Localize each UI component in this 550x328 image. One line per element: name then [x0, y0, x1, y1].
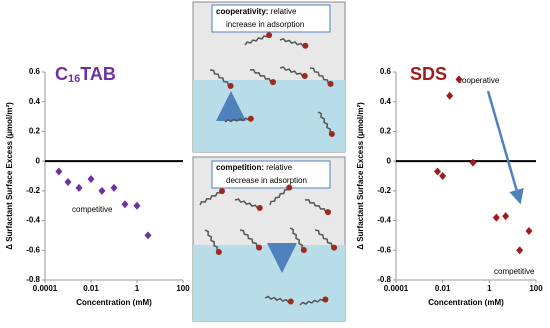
point: [55, 167, 63, 176]
point: [492, 213, 500, 222]
x-tick-label: 0.0001: [384, 284, 409, 293]
y-tick-label: -0.8: [26, 275, 40, 284]
point: [133, 201, 141, 210]
x-tick-label: 100: [176, 284, 190, 293]
y-tick-label: 0: [36, 156, 41, 165]
water-bottom: [193, 245, 345, 321]
chart-title: SDS: [410, 64, 447, 84]
x-tick-label: 0.0001: [33, 284, 58, 293]
point: [469, 158, 477, 167]
point: [75, 183, 83, 192]
y-tick-label: -0.6: [377, 245, 391, 254]
point: [64, 177, 72, 186]
x-tick-label: 100: [529, 284, 543, 293]
y-axis-label: Δ Surfactant Surface Excess (μmol/m²): [5, 102, 14, 250]
y-axis-label: Δ Surfactant Surface Excess (μmol/m²): [356, 102, 365, 250]
point: [87, 174, 95, 183]
label-box: [211, 4, 331, 33]
x-tick-label: 1: [135, 284, 140, 293]
y-tick-label: -0.4: [377, 216, 391, 225]
x-axis-label: Concentration (mM): [428, 298, 504, 307]
point: [516, 246, 524, 255]
diagram: cooperativity: relative increase in adso…: [192, 1, 346, 322]
y-tick-label: 0.2: [380, 127, 392, 136]
title-part: C: [55, 64, 68, 84]
y-tick-label: 0.2: [29, 127, 41, 136]
title-part: TAB: [80, 64, 116, 84]
title-part: SDS: [410, 64, 447, 84]
water-top: [193, 80, 345, 152]
point: [433, 167, 441, 176]
chart-title: C16TAB: [55, 64, 116, 85]
point: [525, 226, 533, 235]
panel-label: competition: relative: [216, 163, 293, 172]
y-tick-label: -0.8: [377, 275, 391, 284]
annotation-arrow: [486, 90, 524, 205]
annotation: competitive: [494, 267, 535, 276]
chart: 0.6 0.4 0.2 0 -0.2 -0.4 -0.6 -0.80.0001 0.01 1 100…: [356, 64, 543, 307]
point: [121, 200, 129, 209]
y-tick-label: 0: [387, 156, 392, 165]
point: [144, 231, 152, 240]
panel-label: increase in adsorption: [226, 20, 304, 29]
y-tick-label: 0.6: [380, 67, 392, 76]
y-tick-label: -0.4: [26, 216, 40, 225]
point: [455, 75, 463, 84]
x-tick-label: 0.01: [83, 284, 99, 293]
point: [98, 186, 106, 195]
y-tick-label: 0.4: [29, 97, 41, 106]
panel-label: cooperativity: relative: [216, 7, 297, 16]
x-tick-label: 0.01: [435, 284, 451, 293]
x-axis-label: Concentration (mM): [76, 298, 152, 307]
y-tick-label: 0.4: [380, 97, 392, 106]
chart: 0.6 0.4 0.2 0 -0.2 -0.4 -0.6 -0.80.0001 0.01 1 100…: [5, 64, 190, 307]
panel-label: decrease in adsorption: [226, 176, 307, 185]
point: [502, 212, 510, 221]
x-tick-label: 1: [487, 284, 492, 293]
point: [110, 183, 118, 192]
title-part: 16: [68, 73, 80, 85]
label-box: [211, 160, 331, 189]
y-tick-label: -0.2: [26, 186, 40, 195]
annotation: cooperative: [458, 76, 500, 85]
point: [439, 172, 447, 180]
y-tick-label: 0.6: [29, 67, 41, 76]
point: [446, 91, 454, 100]
annotation: competitive: [72, 205, 113, 214]
y-tick-label: -0.6: [26, 245, 40, 254]
y-tick-label: -0.2: [377, 186, 391, 195]
